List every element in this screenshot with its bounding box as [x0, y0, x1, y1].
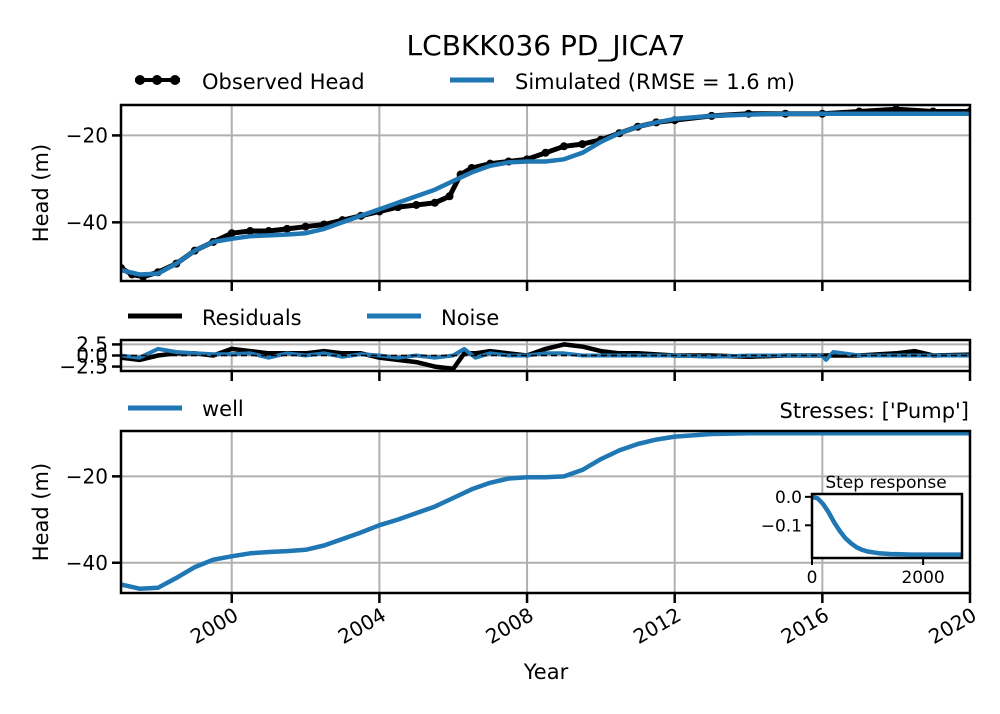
yticks-residuals: 2.50.0−2.5: [59, 332, 121, 379]
observed-point: [283, 224, 292, 233]
observed-point: [246, 227, 255, 236]
xlabel-year: Year: [523, 660, 569, 684]
observed-point: [301, 222, 310, 231]
grid-head: [121, 105, 970, 281]
series-line-1: [121, 111, 970, 277]
legend-well-label: well: [202, 397, 244, 421]
legend-observed-marker: [170, 75, 180, 85]
series-step-response: [811, 494, 962, 557]
observed-point: [541, 148, 550, 157]
legend-observed-marker: [152, 75, 162, 85]
observed-point: [227, 229, 236, 238]
ylabel-well: Head (m): [29, 463, 53, 561]
ytick-label: −20: [66, 123, 108, 147]
series-line-2: [121, 342, 970, 371]
ytick-label: 2.5: [76, 332, 108, 356]
series-head: [121, 105, 970, 281]
series-line-3: [121, 346, 970, 362]
inset-xtick-label: 2000: [901, 568, 944, 588]
xtick-label: 2004: [334, 603, 390, 649]
legend-noise-label: Noise: [441, 306, 499, 330]
observed-point: [430, 198, 439, 207]
xtick-label: 2012: [629, 603, 685, 649]
legend-residuals-label: Residuals: [202, 306, 302, 330]
legend-observed-label: Observed Head: [202, 70, 365, 94]
xticks-well: 2000 2004 2008 2012 2016 2020: [186, 593, 981, 649]
xticks-inset: 0 2000: [807, 558, 945, 588]
ytick-label: −20: [66, 464, 108, 488]
stresses-title: Stresses: ['Pump']: [780, 399, 969, 423]
series-well: [121, 431, 970, 591]
ytick-label: 0.0: [76, 344, 108, 368]
observed-point: [264, 227, 273, 236]
legend-observed-marker: [135, 75, 145, 85]
inset-title: Step response: [825, 473, 946, 493]
chart-title: LCBKK036 PD_JICA7: [407, 29, 686, 62]
series-line-4: [121, 431, 970, 591]
observed-point: [412, 200, 421, 209]
observed-point: [559, 142, 568, 151]
legend-head: Observed Head Simulated (RMSE = 1.6 m): [135, 70, 795, 94]
xticks-head: [230, 281, 972, 291]
xtick-label: 2000: [186, 603, 242, 649]
xticks-residuals: [230, 371, 972, 381]
inset-ytick-label: −0.1: [761, 516, 802, 536]
axes-frame-well: [119, 429, 972, 595]
inset-ytick-label: 0.0: [775, 488, 802, 508]
inset-xtick-label: 0: [807, 568, 818, 588]
ylabel-head: Head (m): [29, 144, 53, 242]
yticks-well: −20 −40: [66, 464, 121, 575]
step-response-line: [811, 494, 962, 557]
ytick-label: −40: [66, 551, 108, 575]
xtick-label: 2016: [777, 603, 833, 649]
legend-simulated-label: Simulated (RMSE = 1.6 m): [515, 70, 795, 94]
series-line-0: [121, 106, 970, 280]
legend-residuals: Residuals Noise: [128, 306, 499, 330]
observed-point: [578, 140, 587, 149]
ytick-label: −2.5: [59, 355, 108, 379]
xtick-label: 2008: [481, 603, 537, 649]
observed-point: [445, 192, 454, 201]
yticks-inset: 0.0 −0.1: [761, 488, 812, 536]
observed-point: [892, 105, 901, 114]
legend-well: well: [128, 397, 244, 421]
xtick-label: 2020: [924, 603, 980, 649]
ytick-label: −40: [66, 210, 108, 234]
series-residuals: [121, 342, 970, 371]
axes-frame-head: [119, 103, 972, 283]
yticks-head: −20 −40: [66, 123, 121, 234]
